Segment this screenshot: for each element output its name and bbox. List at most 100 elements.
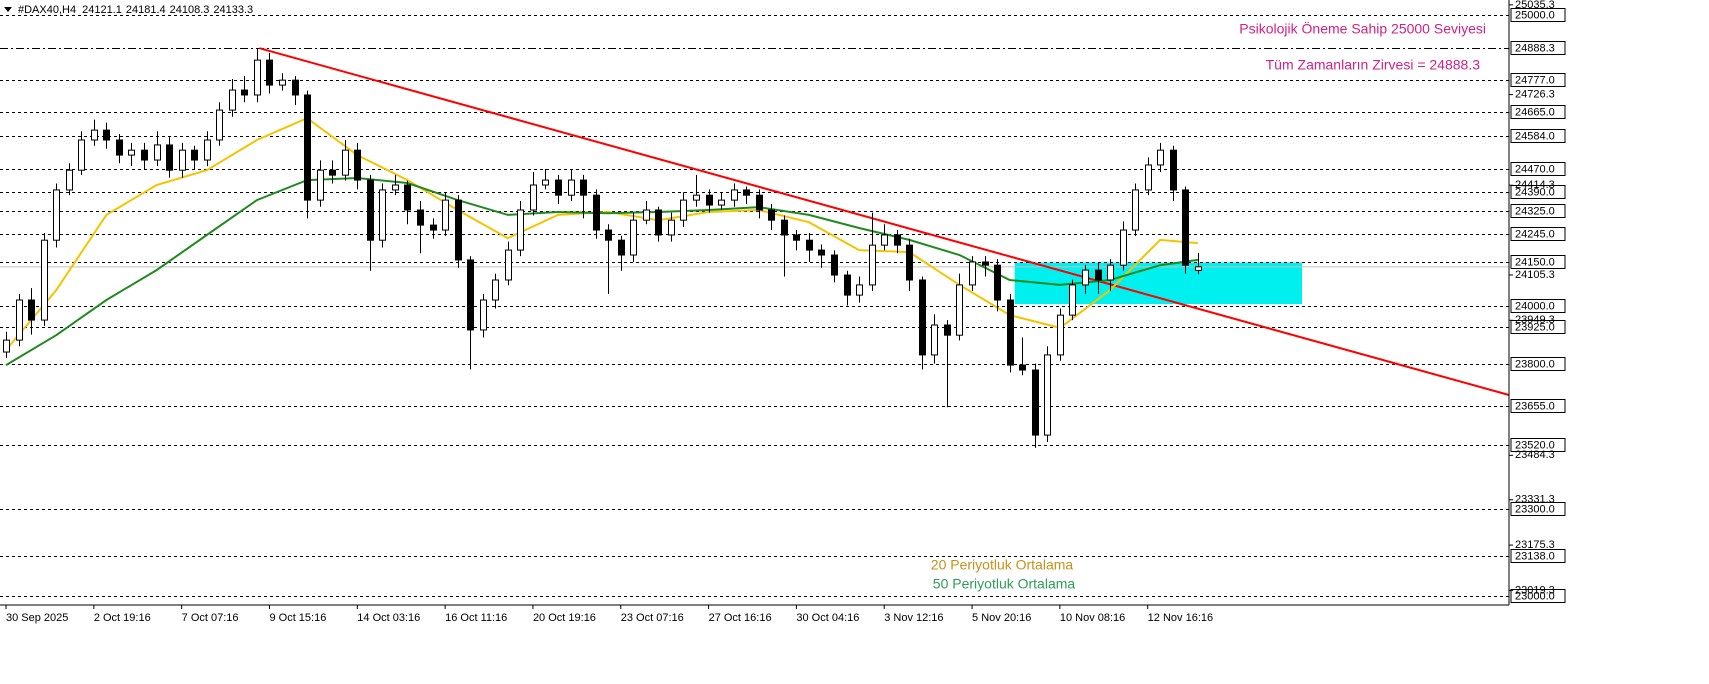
candle-body xyxy=(1032,369,1039,436)
candle-body xyxy=(367,179,374,241)
candle-body xyxy=(894,234,901,246)
candle-body xyxy=(404,184,411,211)
open: 24121.1 xyxy=(82,4,122,16)
candle-body xyxy=(379,189,386,241)
level-label: 24390.0 xyxy=(1515,186,1555,198)
level-label: 23000.0 xyxy=(1515,590,1555,602)
x-tick-label: 23 Oct 07:16 xyxy=(621,612,684,624)
candle-body xyxy=(342,149,349,176)
x-tick-label: 27 Oct 16:16 xyxy=(709,612,772,624)
candle-body xyxy=(1057,314,1064,356)
candle-body xyxy=(241,89,248,96)
candle-body xyxy=(66,169,73,191)
candle-body xyxy=(931,324,938,356)
level-label-box xyxy=(1510,502,1566,516)
y-tick-label: 24726.3 xyxy=(1515,89,1555,101)
candle-body xyxy=(141,149,148,161)
level-label-box xyxy=(1510,185,1566,199)
y-tick-label: 23949.3 xyxy=(1515,314,1555,326)
level-label: 24888.3 xyxy=(1515,42,1555,54)
candle-body xyxy=(831,254,838,276)
candle-body xyxy=(906,244,913,281)
candle-body xyxy=(844,274,851,296)
candle-body xyxy=(304,94,311,201)
candle-body xyxy=(1182,189,1189,266)
level-label: 24665.0 xyxy=(1515,106,1555,118)
x-tick-label: 30 Sep 2025 xyxy=(6,612,68,624)
candle-body xyxy=(1120,229,1127,266)
x-tick-label: 20 Oct 19:16 xyxy=(533,612,596,624)
candle-body xyxy=(392,184,399,191)
candle-body xyxy=(1132,189,1139,231)
candle-body xyxy=(91,129,98,141)
level-label: 24470.0 xyxy=(1515,163,1555,175)
low: 24108.3 xyxy=(170,4,210,16)
candle-body xyxy=(568,179,575,196)
level-label-box xyxy=(1510,438,1566,452)
candle-body xyxy=(743,189,750,196)
annotation: Tüm Zamanların Zirvesi = 24888.3 xyxy=(1266,57,1481,73)
candle-body xyxy=(517,209,524,251)
candle-body xyxy=(128,149,135,156)
candle-body xyxy=(881,234,888,246)
candle-body xyxy=(869,244,876,286)
candle-body xyxy=(781,219,788,236)
candle-body xyxy=(354,149,361,181)
candle-body xyxy=(154,144,161,161)
candle-body xyxy=(1107,264,1114,281)
candle-body xyxy=(982,261,989,266)
level-label: 23138.0 xyxy=(1515,550,1555,562)
y-tick-label: 23019.3 xyxy=(1515,584,1555,596)
level-label-box xyxy=(1510,549,1566,563)
high: 24181.4 xyxy=(126,4,166,16)
level-label: 24150.0 xyxy=(1515,256,1555,268)
candle-body xyxy=(116,139,123,156)
candle-body xyxy=(455,199,462,261)
level-label-box xyxy=(1510,105,1566,119)
candle-body xyxy=(1082,269,1089,286)
candle-body xyxy=(944,324,951,336)
x-tick-label: 12 Nov 16:16 xyxy=(1148,612,1213,624)
candle-body xyxy=(693,194,700,201)
level-label-box xyxy=(1510,204,1566,218)
level-label-box xyxy=(1510,357,1566,371)
candle-body xyxy=(793,234,800,241)
candle-body xyxy=(179,149,186,171)
candle-body xyxy=(229,89,236,111)
candle-body xyxy=(1157,149,1164,166)
candle-body xyxy=(856,284,863,296)
y-tick-label: 25035.3 xyxy=(1515,0,1555,11)
level-label: 23800.0 xyxy=(1515,358,1555,370)
level-label-box xyxy=(1510,299,1566,313)
candle-body xyxy=(254,59,261,96)
candle-body xyxy=(28,299,35,321)
candle-body xyxy=(818,249,825,256)
candle-body xyxy=(3,339,10,353)
close: 24133.3 xyxy=(213,4,253,16)
level-label-box xyxy=(1510,399,1566,413)
candle-body xyxy=(417,209,424,226)
candle-body xyxy=(329,169,336,176)
candle-body xyxy=(1007,299,1014,366)
candle-body xyxy=(731,189,738,201)
candle-body xyxy=(706,194,713,206)
candle-body xyxy=(78,139,85,171)
x-tick-label: 7 Oct 07:16 xyxy=(182,612,239,624)
y-tick-label: 23484.3 xyxy=(1515,449,1555,461)
candle-body xyxy=(279,79,286,86)
level-label: 25000.0 xyxy=(1515,9,1555,21)
candle-body xyxy=(1019,364,1026,371)
candle-body xyxy=(994,264,1001,301)
candle-body xyxy=(768,209,775,221)
candle-body xyxy=(317,169,324,201)
menu-triangle[interactable] xyxy=(4,7,12,12)
candle-body xyxy=(430,224,437,231)
x-tick-label: 10 Nov 08:16 xyxy=(1060,612,1125,624)
candle-body xyxy=(956,284,963,336)
candle-body xyxy=(1069,284,1076,316)
y-tick-label: 23175.3 xyxy=(1515,539,1555,551)
candle-body xyxy=(530,184,537,211)
x-tick-label: 30 Oct 04:16 xyxy=(796,612,859,624)
